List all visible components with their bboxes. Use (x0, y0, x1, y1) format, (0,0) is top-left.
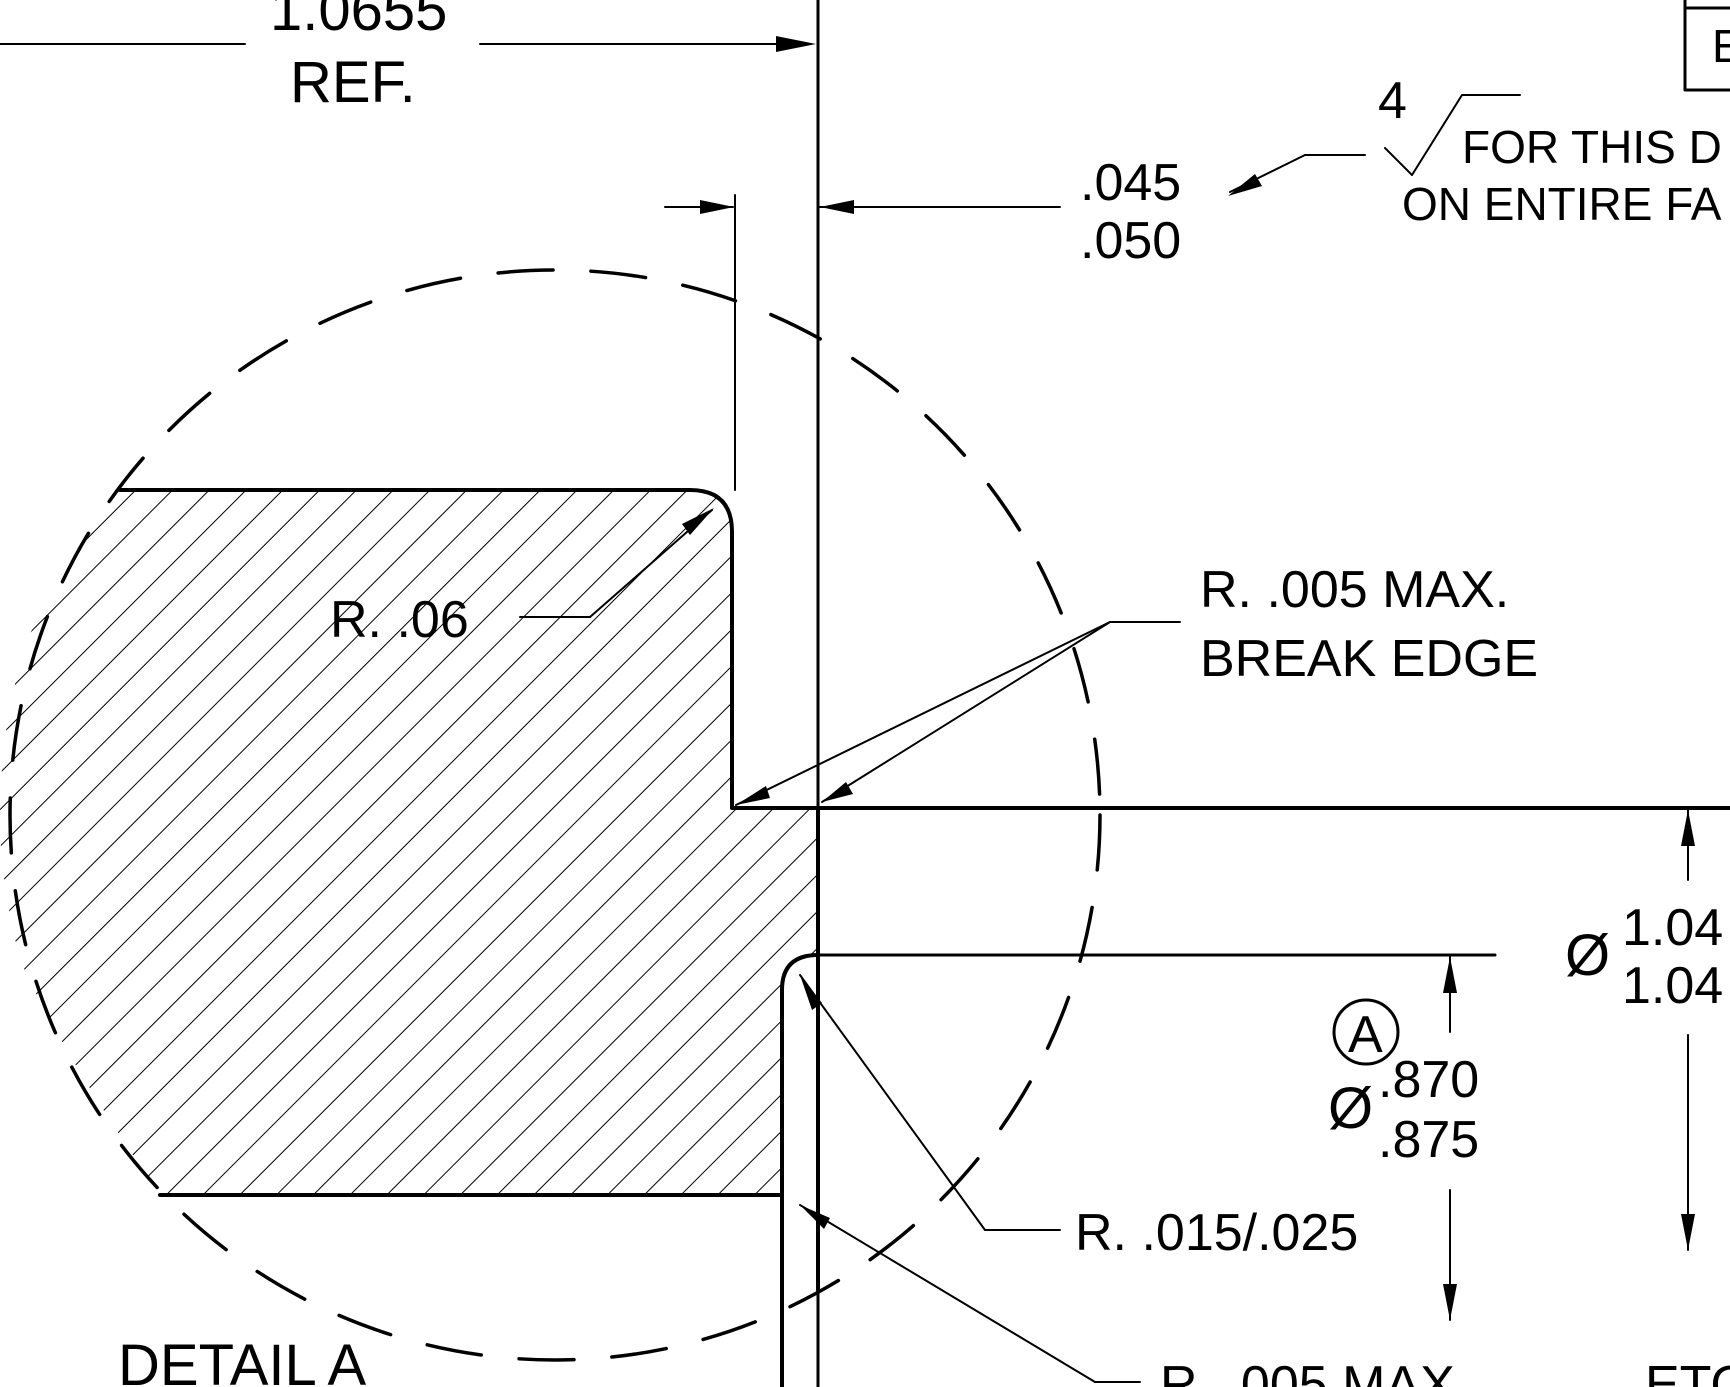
ref-dimension-value: 1.0655 (270, 0, 447, 43)
shoulder-width-upper: .045 (1080, 154, 1181, 212)
break-edge-line1: R. .005 MAX. (1200, 561, 1509, 619)
bore-diameter-lower: .875 (1378, 1111, 1479, 1169)
part-outline (118, 0, 1730, 1387)
datum-box-letter: E (1712, 20, 1730, 72)
bottom-radius-callout: R. .005 MAX. (799, 1204, 1469, 1387)
detail-label: DETAIL A (118, 1333, 367, 1387)
break-edge-callout: R. .005 MAX. BREAK EDGE (735, 561, 1538, 806)
bore-diameter-symbol: Ø (1328, 1076, 1373, 1141)
break-edge-line2: BREAK EDGE (1200, 630, 1538, 688)
bottom-radius-label: R. .005 MAX. (1160, 1356, 1469, 1387)
outer-diameter-upper: 1.04 (1622, 899, 1723, 957)
datum-a-circle (1332, 998, 1400, 1066)
detail-circle (8, 268, 1102, 1362)
shoulder-width-lower: .050 (1080, 212, 1181, 270)
surface-finish-note-line2: ON ENTIRE FA (1402, 178, 1722, 230)
outer-diameter-lower: 1.04 (1622, 957, 1723, 1015)
outer-diameter-symbol: Ø (1565, 923, 1610, 988)
section-hatch (0, 490, 818, 1195)
ref-dimension-suffix: REF. (290, 50, 416, 115)
bore-diameter-dimension: A Ø .870 .875 (1328, 956, 1479, 1321)
fillet-radius-callout: R. .06 (330, 508, 714, 649)
datum-a-letter: A (1348, 1006, 1383, 1064)
bore-diameter-upper: .870 (1378, 1051, 1479, 1109)
surface-finish-value: 4 (1378, 72, 1407, 130)
outer-diameter-dimension: Ø 1.04 1.04 (1565, 809, 1723, 1251)
bore-radius-callout: R. .015/.025 (799, 974, 1358, 1262)
surface-finish-symbol: 4 FOR THIS D ON ENTIRE FA (1378, 72, 1722, 230)
shoulder-width-dimension: .045 .050 (664, 154, 1366, 270)
surface-finish-note-line1: FOR THIS D (1462, 121, 1722, 173)
bottom-right-fragment: ETO (1645, 1356, 1730, 1387)
ref-dimension: 1.0655 REF. (0, 0, 816, 115)
bore-radius-label: R. .015/.025 (1075, 1204, 1358, 1262)
datum-box: E (1683, 0, 1730, 92)
fillet-radius-label: R. .06 (330, 591, 469, 649)
